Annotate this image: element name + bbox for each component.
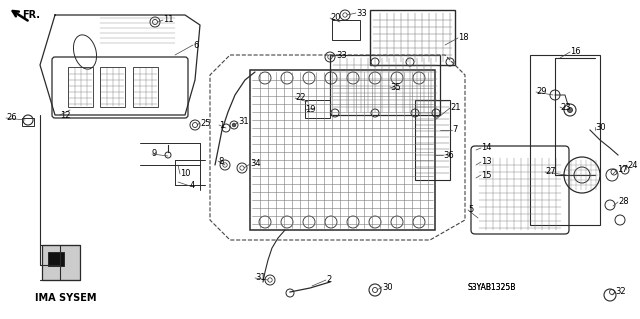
Text: 12: 12	[60, 110, 70, 120]
Bar	[250, 70, 435, 230]
Bar	[530, 55, 600, 225]
Text: 7: 7	[452, 125, 458, 135]
Text: IMA SYSEM: IMA SYSEM	[35, 293, 97, 303]
Text: 19: 19	[305, 106, 316, 115]
Text: 6: 6	[193, 41, 198, 49]
Text: FR.: FR.	[22, 10, 40, 20]
Text: 18: 18	[458, 33, 468, 42]
Text: 17: 17	[617, 166, 628, 174]
Text: 31: 31	[238, 117, 248, 127]
Text: 30: 30	[595, 122, 605, 131]
Text: 30: 30	[382, 283, 392, 292]
Text: 27: 27	[545, 167, 556, 176]
Text: 23: 23	[560, 102, 571, 112]
Text: 1: 1	[219, 121, 224, 130]
Text: 5: 5	[468, 205, 473, 214]
Text: 26: 26	[6, 114, 17, 122]
Text: 33: 33	[356, 9, 367, 18]
Bar	[330, 55, 440, 115]
Text: 33: 33	[336, 50, 347, 60]
Text: 32: 32	[615, 287, 626, 296]
Bar	[133, 67, 158, 107]
Bar	[332, 20, 360, 40]
Bar	[100, 67, 125, 107]
Circle shape	[232, 123, 236, 127]
Text: 9: 9	[152, 150, 157, 159]
Text: 25: 25	[200, 118, 211, 128]
Bar	[370, 10, 455, 65]
Text: 22: 22	[295, 93, 305, 102]
Text: 4: 4	[190, 182, 195, 190]
Text: S3YAB1325B: S3YAB1325B	[468, 284, 516, 293]
Text: 24: 24	[627, 160, 637, 169]
Text: 13: 13	[481, 158, 492, 167]
Text: 36: 36	[443, 151, 454, 160]
Text: 16: 16	[570, 48, 580, 56]
Text: 34: 34	[250, 160, 260, 168]
Text: 31: 31	[255, 273, 266, 283]
Text: 11: 11	[163, 16, 173, 25]
Bar	[48, 252, 64, 266]
Text: 35: 35	[390, 83, 401, 92]
Circle shape	[568, 108, 573, 113]
Text: 15: 15	[481, 170, 492, 180]
Bar	[68, 67, 93, 107]
Text: 10: 10	[180, 169, 191, 179]
Text: 21: 21	[450, 103, 461, 113]
Bar	[22, 118, 34, 126]
Bar	[305, 100, 330, 118]
Text: 29: 29	[536, 87, 547, 97]
Text: 2: 2	[326, 276, 332, 285]
Text: S3YAB1325B: S3YAB1325B	[468, 284, 516, 293]
Text: 8: 8	[218, 157, 223, 166]
Text: 14: 14	[481, 144, 492, 152]
Bar	[415, 100, 450, 180]
Text: 20: 20	[330, 13, 340, 23]
Text: 28: 28	[618, 197, 628, 206]
Bar	[42, 245, 80, 280]
